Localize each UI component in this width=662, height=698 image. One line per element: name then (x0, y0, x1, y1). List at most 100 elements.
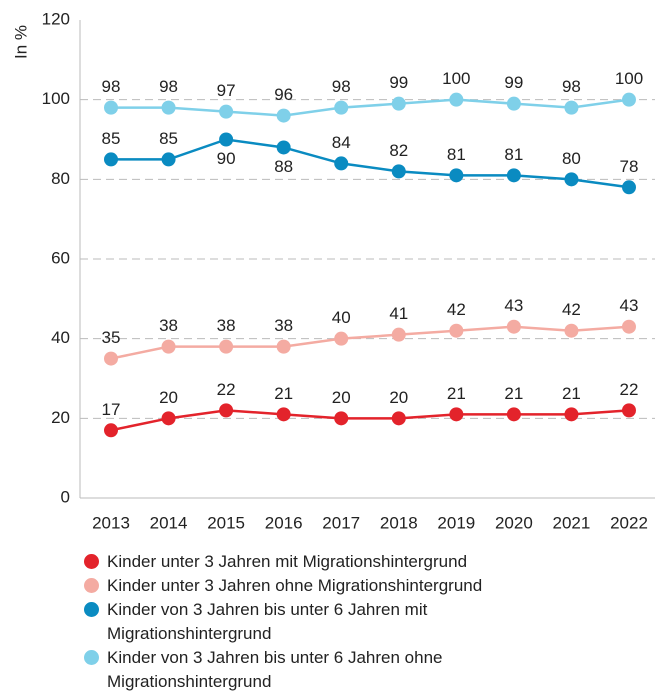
line (110, 325, 630, 360)
point (276, 108, 291, 123)
legend-label: Kinder von 3 Jahren bis unter 6 Jahren o… (107, 648, 443, 691)
point (161, 411, 176, 426)
legend-label: Kinder unter 3 Jahren ohne Migrationshin… (107, 576, 483, 595)
legend-item: Kinder unter 3 Jahren ohne Migrationshin… (82, 574, 587, 598)
legend-item: Kinder unter 3 Jahren mit Migrationshint… (82, 550, 587, 574)
data-label: 81 (447, 145, 466, 164)
point (449, 323, 464, 338)
point (391, 96, 406, 111)
data-label: 78 (620, 157, 639, 176)
data-label: 85 (102, 129, 121, 148)
data-label: 20 (159, 388, 178, 407)
data-label: 20 (332, 388, 351, 407)
data-label: 43 (620, 296, 639, 315)
point (564, 100, 579, 115)
point (161, 339, 176, 354)
point (449, 407, 464, 422)
legend-marker (84, 602, 99, 617)
x-tick-label: 2013 (92, 513, 130, 532)
data-label: 97 (217, 81, 236, 100)
x-tick-label: 2016 (265, 513, 303, 532)
x-tick-label: 2020 (495, 513, 533, 532)
data-label: 21 (274, 384, 293, 403)
point (219, 339, 234, 354)
legend-item: Kinder von 3 Jahren bis unter 6 Jahren m… (82, 598, 587, 646)
point (334, 100, 349, 115)
point (622, 92, 636, 107)
point (219, 403, 234, 418)
data-label: 42 (447, 300, 466, 319)
data-label: 98 (562, 77, 581, 96)
point (161, 152, 176, 167)
data-label: 85 (159, 129, 178, 148)
point (449, 92, 464, 107)
legend-item: Kinder von 3 Jahren bis unter 6 Jahren o… (82, 646, 587, 694)
point (276, 407, 291, 422)
legend-marker (84, 554, 99, 569)
y-tick-label: 120 (42, 9, 70, 28)
data-label: 38 (217, 316, 236, 335)
point (104, 423, 118, 438)
point (391, 164, 406, 179)
line (110, 409, 630, 432)
y-tick-label: 40 (51, 328, 70, 347)
y-tick-label: 60 (51, 248, 70, 267)
data-label: 43 (504, 296, 523, 315)
legend: Kinder unter 3 Jahren mit Migrationshint… (82, 550, 587, 694)
point (334, 411, 349, 426)
y-tick-label: 80 (51, 169, 70, 188)
line (111, 138, 630, 189)
y-tick-label: 20 (51, 408, 70, 427)
data-label: 99 (389, 73, 408, 92)
legend-label: Kinder von 3 Jahren bis unter 6 Jahren m… (107, 600, 428, 643)
data-label: 38 (274, 316, 293, 335)
point (104, 351, 118, 366)
data-label: 96 (274, 85, 293, 104)
data-label: 82 (389, 141, 408, 160)
point (506, 168, 521, 183)
point (334, 156, 349, 171)
point (219, 104, 234, 119)
data-label: 81 (504, 145, 523, 164)
data-label: 40 (332, 308, 351, 327)
data-label: 21 (447, 384, 466, 403)
point (506, 319, 521, 334)
data-label: 80 (562, 149, 581, 168)
legend-marker (84, 650, 99, 665)
y-axis-label: In % (11, 25, 30, 59)
data-label: 88 (274, 157, 293, 176)
data-label: 21 (562, 384, 581, 403)
data-label: 17 (102, 400, 121, 419)
point (564, 407, 579, 422)
point (104, 152, 118, 167)
point (506, 96, 521, 111)
data-label: 100 (615, 69, 643, 88)
data-label: 99 (504, 73, 523, 92)
point (506, 407, 521, 422)
point (276, 339, 291, 354)
x-tick-label: 2018 (380, 513, 418, 532)
data-label: 100 (442, 69, 470, 88)
point (391, 327, 406, 342)
data-label: 22 (620, 380, 639, 399)
legend-marker (84, 578, 99, 593)
point (449, 168, 464, 183)
point (391, 411, 406, 426)
x-tick-label: 2017 (322, 513, 360, 532)
point (334, 331, 349, 346)
x-tick-label: 2015 (207, 513, 245, 532)
point (564, 323, 579, 338)
legend-label: Kinder unter 3 Jahren mit Migrationshint… (107, 552, 468, 571)
y-tick-label: 0 (61, 487, 70, 506)
x-tick-label: 2022 (610, 513, 648, 532)
data-label: 35 (102, 328, 121, 347)
x-tick-label: 2021 (553, 513, 591, 532)
point (622, 403, 636, 418)
data-label: 41 (389, 304, 408, 323)
x-tick-label: 2019 (437, 513, 475, 532)
point (104, 100, 118, 115)
point (622, 180, 636, 195)
point (622, 319, 636, 334)
point (161, 100, 176, 115)
